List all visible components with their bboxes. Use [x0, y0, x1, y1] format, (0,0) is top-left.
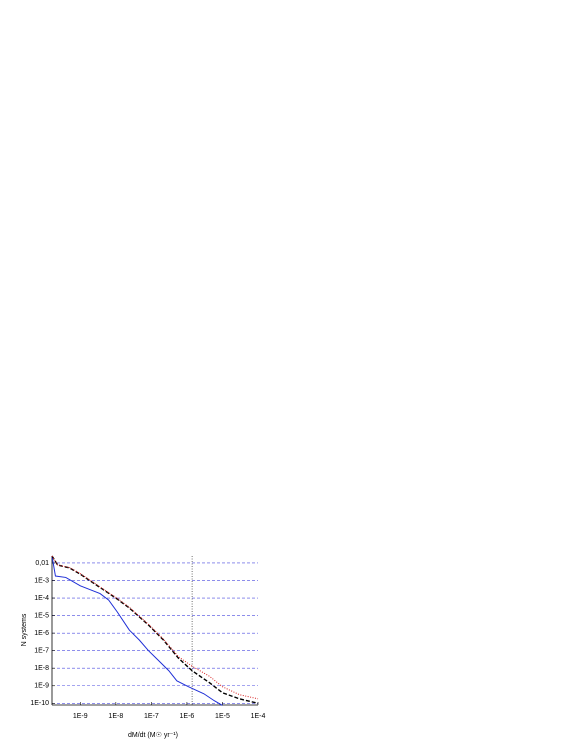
- y-axis-label: N systems: [21, 613, 28, 646]
- x-tick-label: 1E-7: [144, 713, 159, 720]
- y-tick-label: 1E-6: [34, 630, 49, 637]
- x-tick-label: 1E-6: [180, 713, 195, 720]
- y-tick-label: 0,01: [35, 560, 49, 567]
- y-tick-label: 1E-8: [34, 665, 49, 672]
- x-tick-label: 1E-4: [251, 713, 266, 720]
- y-tick-label: 1E-5: [34, 612, 49, 619]
- y-tick-label: 1E-4: [34, 595, 49, 602]
- x-tick-label: 1E-5: [215, 713, 230, 720]
- y-tick-label: 1E-3: [34, 577, 49, 584]
- x-axis-label: dM/dt (M☉ yr⁻¹): [128, 731, 178, 739]
- x-tick-label: 1E-8: [108, 713, 123, 720]
- y-tick-label: 1E-7: [34, 648, 49, 655]
- x-tick-label: 1E-9: [73, 713, 88, 720]
- data-line: [51, 555, 223, 706]
- data-line: [51, 555, 259, 704]
- y-tick-label: 1E-9: [34, 683, 49, 690]
- y-tick-label: 1E-10: [30, 700, 49, 707]
- data-line: [51, 555, 259, 700]
